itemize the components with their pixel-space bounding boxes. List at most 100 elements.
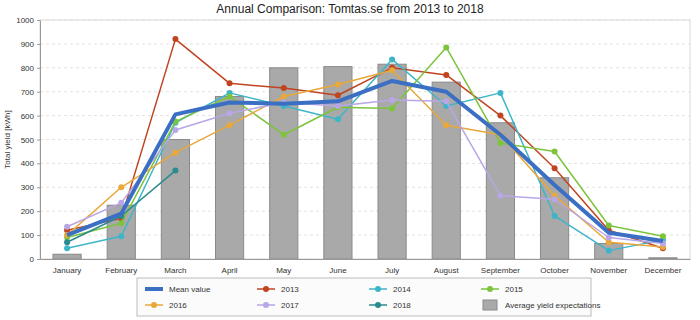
- legend-item: 2015: [481, 285, 523, 294]
- legend-marker: [487, 286, 493, 292]
- grid-line: [40, 259, 690, 260]
- x-tick: January: [53, 259, 81, 275]
- marker: [606, 234, 612, 240]
- y-tick-label: 300: [21, 183, 35, 192]
- y-tick: 400: [21, 159, 40, 168]
- y-tick-label: 900: [21, 40, 35, 49]
- y-tick-label: 100: [21, 231, 35, 240]
- x-tick: August: [434, 259, 460, 275]
- y-tick: 500: [21, 136, 40, 145]
- marker: [172, 168, 178, 174]
- y-tick: 200: [21, 207, 40, 216]
- y-tick-mark: [37, 211, 40, 212]
- marker: [281, 85, 287, 91]
- x-tick-label: March: [164, 266, 186, 275]
- x-tick-label: December: [644, 266, 681, 275]
- x-tick-label: November: [590, 266, 627, 275]
- line: [67, 100, 663, 243]
- y-tick-label: 400: [21, 159, 35, 168]
- marker: [606, 223, 612, 229]
- legend-label: 2013: [281, 285, 299, 294]
- line-series: [64, 67, 666, 250]
- marker: [552, 148, 558, 154]
- y-axis: 0 100 200 300 400 500 600 700 800 900 1000: [16, 16, 40, 264]
- marker: [118, 220, 124, 226]
- y-tick-label: 800: [21, 64, 35, 73]
- y-tick: 700: [21, 88, 40, 97]
- marker: [227, 80, 233, 86]
- y-axis-line: [40, 21, 41, 260]
- line-series: [67, 81, 663, 241]
- marker: [227, 122, 233, 128]
- marker: [227, 110, 233, 116]
- legend-item: 2018: [369, 301, 411, 310]
- y-tick-label: 600: [21, 112, 35, 121]
- y-tick-mark: [37, 140, 40, 141]
- bar: [161, 140, 189, 260]
- x-tick: February: [105, 259, 137, 275]
- legend-item: Average yield expectations: [483, 300, 600, 310]
- legend-item: 2014: [369, 285, 411, 294]
- marker: [118, 184, 124, 190]
- marker: [335, 92, 341, 98]
- marker: [281, 93, 287, 99]
- marker: [443, 122, 449, 128]
- y-tick: 900: [21, 40, 40, 49]
- x-tick-label: July: [385, 266, 399, 275]
- line-series: [64, 168, 178, 246]
- marker: [552, 213, 558, 219]
- marker: [118, 200, 124, 206]
- line: [67, 171, 175, 243]
- x-tick: December: [644, 259, 681, 275]
- legend-marker: [151, 302, 157, 308]
- x-tick-label: April: [222, 266, 238, 275]
- marker: [172, 36, 178, 42]
- marker: [552, 196, 558, 202]
- y-tick: 1000: [16, 16, 40, 25]
- y-tick-mark: [37, 187, 40, 188]
- x-tick: May: [276, 259, 291, 275]
- legend-marker: [263, 286, 269, 292]
- bar: [595, 243, 623, 259]
- title: Annual Comparison: Tomtas.se from 2013 t…: [216, 2, 484, 16]
- bar: [216, 96, 244, 259]
- y-tick: 300: [21, 183, 40, 192]
- legend: Mean value201320142015201620172018Averag…: [137, 278, 600, 316]
- x-tick: April: [222, 259, 238, 275]
- x-tick: July: [385, 259, 399, 275]
- marker: [335, 103, 341, 109]
- legend-label: 2015: [505, 285, 523, 294]
- chart: Annual Comparison: Tomtas.se from 2013 t…: [0, 0, 700, 320]
- line-series: [64, 36, 666, 251]
- y-tick-mark: [37, 20, 40, 21]
- grid-line: [40, 139, 690, 140]
- marker: [335, 82, 341, 88]
- bar: [432, 82, 460, 259]
- legend-item: 2016: [145, 301, 187, 310]
- legend-label: 2017: [281, 301, 299, 310]
- marker: [443, 72, 449, 78]
- line: [67, 39, 663, 248]
- marker: [389, 105, 395, 111]
- line: [67, 81, 663, 241]
- y-tick-label: 0: [30, 255, 35, 264]
- marker: [172, 150, 178, 156]
- marker: [281, 132, 287, 138]
- x-tick: September: [481, 259, 520, 275]
- y-axis-title: Total yield [kWh]: [3, 110, 12, 168]
- line: [67, 59, 663, 250]
- bar: [649, 258, 677, 259]
- marker: [660, 233, 666, 239]
- marker: [443, 98, 449, 104]
- x-tick-label: February: [105, 266, 137, 275]
- legend-marker: [375, 302, 381, 308]
- x-tick-label: September: [481, 266, 520, 275]
- marker: [389, 67, 395, 73]
- marker: [497, 113, 503, 119]
- y-tick-label: 500: [21, 136, 35, 145]
- y-tick: 800: [21, 64, 40, 73]
- bar: [541, 178, 569, 259]
- y-tick-label: 700: [21, 88, 35, 97]
- line-series: [64, 56, 666, 253]
- legend-symbol: [145, 287, 163, 291]
